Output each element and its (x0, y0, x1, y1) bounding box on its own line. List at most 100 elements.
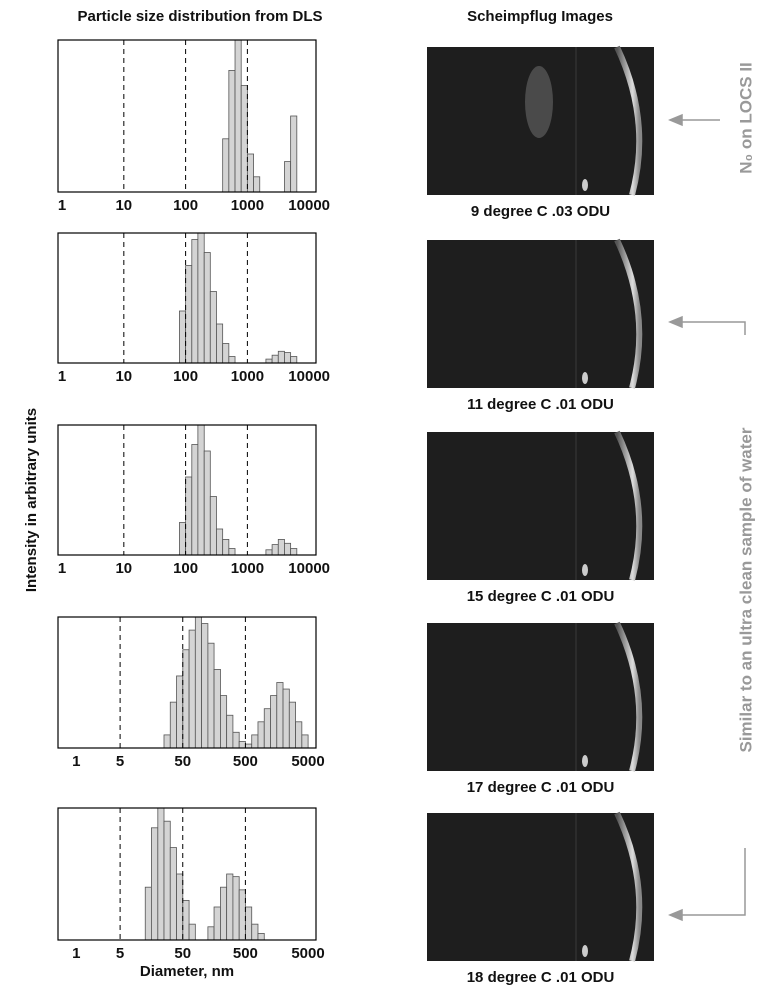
bar (213, 669, 221, 749)
x-tick-label: 1 (58, 560, 66, 577)
x-tick-label: 100 (173, 560, 198, 577)
scatter-blob (525, 66, 553, 138)
cornea-arc (614, 45, 643, 196)
x-tick-label: 5 (116, 753, 124, 770)
bar (151, 827, 159, 941)
cornea-arc (614, 811, 643, 962)
bar (176, 675, 184, 749)
image-background (427, 623, 654, 771)
annotation-arrows (668, 113, 746, 922)
bar (185, 476, 193, 556)
plot-area (58, 40, 316, 192)
bar (197, 424, 205, 556)
scheimpflug-image (427, 238, 654, 389)
bar (301, 734, 309, 749)
bar (222, 539, 230, 556)
bar (209, 291, 217, 364)
bar (169, 847, 177, 941)
x-tick-label: 50 (174, 945, 191, 962)
image-background (427, 813, 654, 961)
x-tick-label: 1 (72, 753, 80, 770)
bar (188, 629, 196, 749)
image-background (427, 240, 654, 388)
cornea-arc (614, 621, 643, 772)
bar (216, 528, 224, 556)
image-background (427, 432, 654, 580)
bar (157, 807, 165, 941)
image-caption: 15 degree C .01 ODU (467, 588, 615, 605)
bar (271, 354, 279, 364)
bar (144, 886, 152, 941)
plot-frame (57, 424, 317, 556)
bar (238, 741, 246, 749)
image-spot (582, 564, 588, 576)
x-tick-label: 5 (116, 945, 124, 962)
bar (163, 734, 171, 749)
bar (176, 873, 184, 941)
bar (290, 356, 298, 364)
bar (179, 522, 187, 556)
x-tick-label: 10000 (288, 368, 330, 385)
plot-frame (57, 39, 317, 193)
images-title: Scheimpflug Images (467, 8, 613, 25)
bar (191, 444, 199, 556)
annotation: Similar to an ultra clean sample of wate… (736, 427, 755, 752)
bar (222, 343, 230, 364)
bar (194, 616, 203, 749)
x-tick-label: 1 (72, 945, 80, 962)
bar (203, 252, 211, 364)
bar (265, 549, 273, 556)
bar (263, 708, 271, 749)
x-tick-label: 100 (173, 368, 198, 385)
x-tick-label: 50 (174, 753, 191, 770)
x-tick-label: 10 (115, 197, 132, 214)
bar (226, 873, 234, 941)
image-spot (582, 372, 588, 384)
x-tick-label: 500 (233, 945, 258, 962)
bar (207, 642, 215, 749)
bar (188, 923, 196, 941)
bar (284, 161, 292, 193)
bar (163, 820, 171, 941)
bar (228, 70, 236, 193)
plot-frame (57, 807, 317, 941)
x-tick-label: 5000 (291, 945, 324, 962)
scheimpflug-image (427, 45, 654, 196)
image-caption: 18 degree C .01 ODU (467, 969, 615, 986)
bar (245, 906, 253, 941)
x-tick-label: 10000 (288, 560, 330, 577)
annotation: N₀ on LOCS II (736, 62, 755, 174)
bar (253, 176, 261, 193)
bar (290, 548, 298, 556)
x-tick-label: 1 (58, 368, 66, 385)
scheimpflug-image (427, 811, 654, 962)
x-tick-label: 10000 (288, 197, 330, 214)
bar (251, 923, 259, 941)
x-tick-label: 1000 (231, 197, 264, 214)
x-tick-label: 100 (173, 197, 198, 214)
bar (295, 721, 303, 749)
bar (284, 542, 292, 556)
bar (179, 310, 187, 364)
x-tick-label: 500 (233, 753, 258, 770)
bar (191, 239, 199, 364)
x-tick-label: 10 (115, 368, 132, 385)
x-tick-label: 1000 (231, 368, 264, 385)
bar (228, 356, 236, 364)
bar (234, 39, 242, 193)
bar (246, 153, 254, 193)
x-tick-label: 1000 (231, 560, 264, 577)
y-axis-label: Intensity in arbitrary units (23, 408, 40, 592)
bar (238, 889, 246, 941)
bar (277, 350, 285, 364)
bar (220, 695, 228, 749)
x-axis-label: Diameter, nm (140, 963, 234, 980)
bar (257, 933, 265, 941)
bar (207, 926, 215, 941)
bar (182, 900, 190, 941)
bar (201, 623, 209, 749)
bar (209, 496, 217, 556)
x-tick-label: 10 (115, 560, 132, 577)
cornea-arc (614, 238, 643, 389)
